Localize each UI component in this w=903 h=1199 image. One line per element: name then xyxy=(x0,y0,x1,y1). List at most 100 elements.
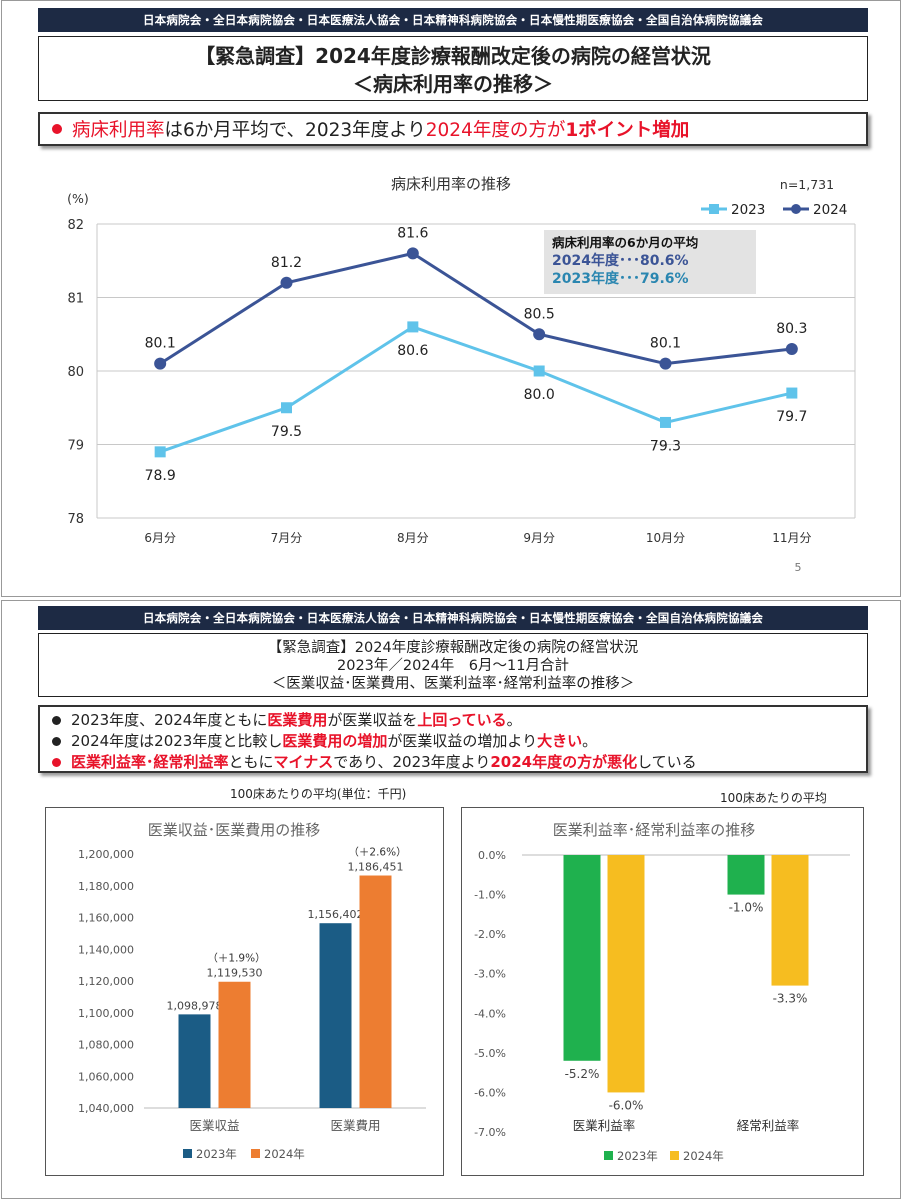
y-tick-label: 80 xyxy=(67,365,84,380)
series-line-2024 xyxy=(159,251,793,366)
slide2-period: 2023年／2024年 6月～11月合計 xyxy=(337,658,569,674)
b1-b: 医業費用 xyxy=(267,711,328,729)
data-label-2024: 81.2 xyxy=(271,255,302,271)
bar-value-label: 1,156,402 xyxy=(308,908,364,921)
bullet-dot xyxy=(52,716,61,725)
x-tick-label: 6月分 xyxy=(144,531,176,545)
b3-b: ともに xyxy=(228,753,274,771)
data-point-2023 xyxy=(281,402,292,414)
bullet-dot xyxy=(52,737,61,746)
x-tick-label: 経常利益率 xyxy=(737,1118,800,1133)
b3-e: 2024年度の方が悪化 xyxy=(490,753,638,771)
slide-bed-occupancy: 日本病院会・全日本病院協会・日本医療法人協会・日本精神科病院協会・日本慢性期医療… xyxy=(1,0,901,597)
y-tick-label: -7.0% xyxy=(474,1126,506,1139)
data-label-2024: 80.1 xyxy=(145,336,176,352)
x-tick-label: 11月分 xyxy=(772,531,811,545)
left-caption: 100床あたりの平均(単位：千円) xyxy=(230,787,407,801)
b2-d: 大きい xyxy=(537,732,583,750)
y-tick-label: 81 xyxy=(67,292,84,307)
bar-value-label: 1,119,530 xyxy=(207,967,263,980)
y-tick-label: -1.0% xyxy=(474,889,506,902)
average-2024: 2024年度･･･80.6% xyxy=(552,252,689,269)
b1-c: が医業収益を xyxy=(327,711,418,729)
pct-change-label: （＋1.9%） xyxy=(207,953,265,965)
legend-marker-2024 xyxy=(791,204,801,214)
x-tick-label: 10月分 xyxy=(646,531,685,545)
b2-b: 医業費用の増加 xyxy=(282,732,388,750)
y-tick-label: 78 xyxy=(67,512,84,527)
data-label-2024: 80.1 xyxy=(650,336,681,352)
bar-chart1-title: 医業収益･医業費用の推移 xyxy=(148,821,321,839)
bar-value-label: -3.3% xyxy=(773,992,808,1006)
data-point-2024 xyxy=(659,357,672,370)
bar-2023年-医業費用 xyxy=(319,923,352,1108)
data-label-2023: 79.7 xyxy=(776,409,807,425)
legend-swatch-2024年 xyxy=(251,1149,260,1158)
data-label-2024: 81.6 xyxy=(397,225,428,241)
b1-a: 2023年度、2024年度ともに xyxy=(71,711,268,729)
b2-a: 2024年度は2023年度と比較し xyxy=(71,732,283,750)
data-point-2024 xyxy=(533,328,546,341)
bar-value-label: -1.0% xyxy=(729,901,764,915)
slide1-title: 【緊急調査】2024年度診療報酬改定後の病院の経営状況 xyxy=(195,44,711,68)
legend-marker-2023 xyxy=(709,204,719,214)
org-bar: 日本病院会・全日本病院協会・日本医療法人協会・日本精神科病院協会・日本慢性期医療… xyxy=(38,8,868,32)
legend-swatch-2023年 xyxy=(183,1149,192,1158)
y-tick-label: -4.0% xyxy=(474,1007,506,1020)
data-label-2023: 80.0 xyxy=(524,387,555,403)
legend-label-2024: 2024 xyxy=(813,202,847,218)
bar-2024年-医業費用 xyxy=(359,875,392,1108)
data-point-2023 xyxy=(154,446,166,458)
data-point-2024 xyxy=(280,276,293,289)
bar-chart2-title: 医業利益率･経常利益率の推移 xyxy=(553,821,756,839)
slide2-bullets: 2023年度、2024年度ともに医業費用が医業収益を上回っている。 2024年度… xyxy=(38,705,868,773)
headline-part3: 2024年度の方が xyxy=(425,120,566,141)
y-axis-unit: (%) xyxy=(67,191,89,206)
slide1-title-box: 【緊急調査】2024年度診療報酬改定後の病院の経営状況 ＜病床利用率の推移＞ xyxy=(38,36,868,101)
data-point-2023 xyxy=(660,416,671,428)
right-caption: 100床あたりの平均 xyxy=(720,791,827,805)
legend-label-2023年: 2023年 xyxy=(617,1149,658,1163)
slide2-subtitle: ＜医業収益･医業費用、医業利益率･経常利益率の推移＞ xyxy=(271,676,635,692)
bullet-3: 医業利益率･経常利益率ともにマイナスであり、2023年度より2024年度の方が悪… xyxy=(52,752,866,773)
data-point-2024 xyxy=(406,247,419,260)
slide1-headline: 病床利用率 は6か月平均で、2023年度より 2024年度の方が 1ポイント増加 xyxy=(38,112,868,146)
b2-c: が医業収益の増加より xyxy=(387,732,538,750)
bullet-dot xyxy=(52,758,61,767)
b3-a: 医業利益率･経常利益率 xyxy=(71,753,229,771)
x-tick-label: 医業利益率 xyxy=(573,1118,636,1133)
sample-size-note: n=1,731 xyxy=(780,177,834,192)
legend-label-2024年: 2024年 xyxy=(683,1149,724,1163)
legend-swatch-2023年 xyxy=(604,1151,613,1160)
bar-chart-margins: 医業利益率･経常利益率の推移 0.0% -1.0% -2.0% -3.0% -4.0% -5… xyxy=(474,821,850,1163)
legend-label-2023年: 2023年 xyxy=(196,1147,237,1161)
b3-c: マイナス xyxy=(273,753,334,771)
y-tick-label: 79 xyxy=(67,439,84,454)
data-label-2024: 80.5 xyxy=(524,306,555,322)
pct-change-label: （＋2.6%） xyxy=(348,847,406,859)
y-tick-label: -2.0% xyxy=(474,928,506,941)
y-tick-label: 1,120,000 xyxy=(78,975,134,988)
bar-2023年-経常利益率 xyxy=(727,855,765,895)
legend-swatch-2024年 xyxy=(670,1151,679,1160)
data-label-2023: 80.6 xyxy=(397,343,428,359)
headline-part2: は6か月平均で、2023年度より xyxy=(164,120,426,141)
b3-d: であり、2023年度より xyxy=(333,753,491,771)
org-bar-2: 日本病院会・全日本病院協会・日本医療法人協会・日本精神科病院協会・日本慢性期医療… xyxy=(38,606,868,630)
bullet-1: 2023年度、2024年度ともに医業費用が医業収益を上回っている。 xyxy=(52,710,866,731)
data-point-2024 xyxy=(154,357,167,370)
y-tick-label: 1,160,000 xyxy=(78,912,134,925)
data-label-2024: 80.3 xyxy=(776,321,807,337)
data-point-2023 xyxy=(533,365,545,377)
b3-f: している xyxy=(637,753,697,771)
bar-2023年-医業収益 xyxy=(178,1014,211,1108)
data-point-2023 xyxy=(407,321,419,333)
bar-2024年-経常利益率 xyxy=(771,855,809,986)
bar-value-label: -6.0% xyxy=(609,1098,644,1112)
headline-part1: 病床利用率 xyxy=(72,120,165,141)
bullet-dot xyxy=(52,124,62,134)
y-tick-label: 1,040,000 xyxy=(78,1102,134,1115)
bar-value-label: 1,098,978 xyxy=(167,999,223,1012)
data-label-2023: 78.9 xyxy=(145,468,176,484)
slide2-title-box: 【緊急調査】2024年度診療報酬改定後の病院の経営状況 2023年／2024年 … xyxy=(38,633,868,697)
